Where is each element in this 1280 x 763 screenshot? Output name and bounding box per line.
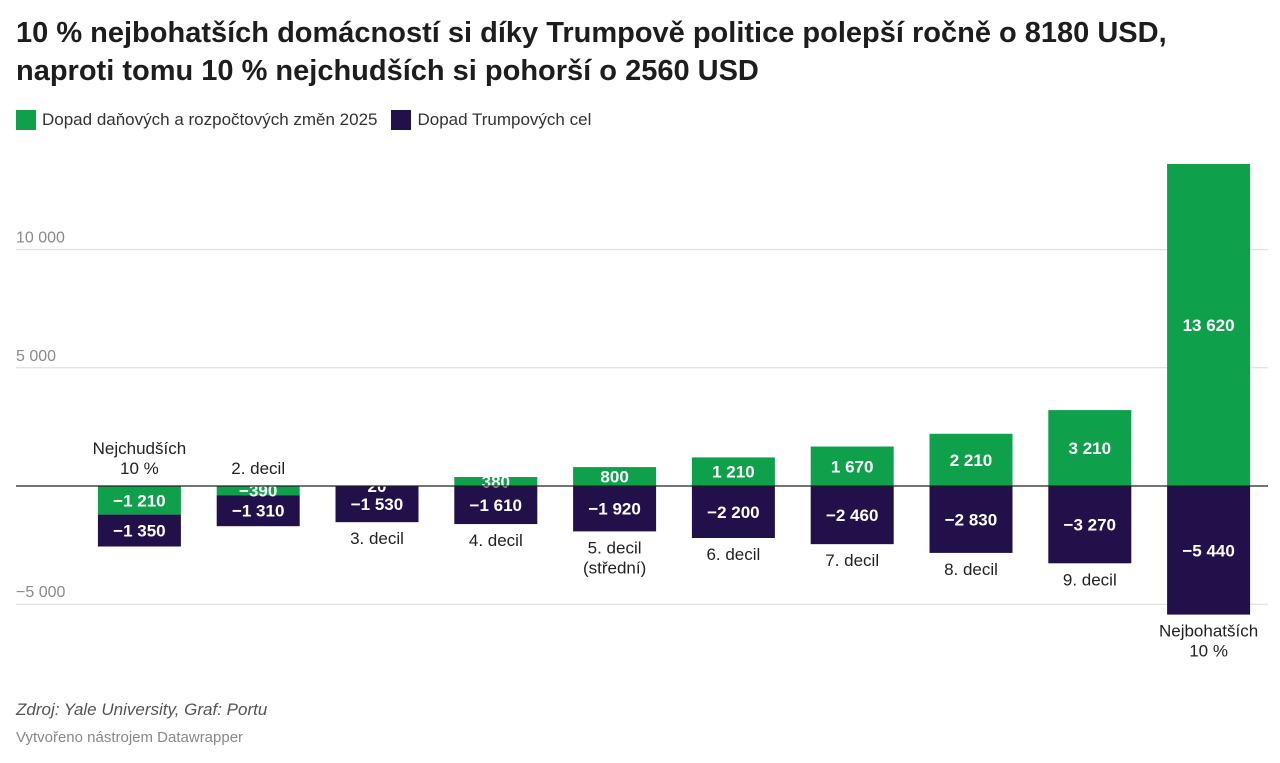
- legend-swatch-tax: [16, 110, 36, 130]
- bar-tariff-1: [216, 495, 300, 527]
- bar-tariff-5: [691, 486, 775, 539]
- bar-tariff-4: [573, 486, 657, 532]
- bar-tax-1: [216, 486, 300, 496]
- bar-tax-5: [691, 457, 775, 486]
- category-label-6-0: 7. decil: [825, 551, 879, 570]
- y-tick-label-2: −5 000: [16, 584, 65, 601]
- bar-tax-9: [1167, 164, 1251, 486]
- credit-note: Vytvořeno nástrojem Datawrapper: [16, 729, 244, 746]
- bar-tax-8: [1048, 410, 1132, 486]
- category-label-4-1: (střední): [583, 558, 646, 577]
- legend-item-tax: Dopad daňových a rozpočtových změn 2025: [16, 110, 377, 130]
- value-label-tax-9: 13 620: [1183, 316, 1235, 335]
- value-label-tariff-1: −1 310: [232, 502, 284, 521]
- bar-tariff-8: [1048, 486, 1132, 564]
- y-tick-label-1: 5 000: [16, 348, 56, 365]
- category-label-5-0: 6. decil: [706, 545, 760, 564]
- bar-tariff-9: [1167, 486, 1251, 615]
- category-label-9-1: 10 %: [1189, 642, 1228, 661]
- category-label-0-0: Nejchudších: [93, 439, 187, 458]
- value-label-tax-3: 380: [482, 473, 510, 492]
- bar-tariff-2: [335, 486, 419, 523]
- value-label-tax-8: 3 210: [1069, 439, 1112, 458]
- category-label-1-0: 2. decil: [231, 459, 285, 478]
- category-label-8-0: 9. decil: [1063, 570, 1117, 589]
- legend-label-tax: Dopad daňových a rozpočtových změn 2025: [42, 110, 378, 129]
- value-label-tariff-2: −1 530: [351, 495, 403, 514]
- value-label-tariff-4: −1 920: [588, 500, 640, 519]
- legend-item-tariffs: Dopad Trumpových cel: [391, 110, 591, 130]
- chart-title: 10 % nejbohatších domácností si díky Tru…: [16, 17, 1167, 87]
- bar-tariff-6: [810, 486, 894, 545]
- value-label-tariff-9: −5 440: [1182, 541, 1234, 560]
- value-label-tax-7: 2 210: [950, 451, 993, 470]
- category-label-4-0: 5. decil: [588, 538, 642, 557]
- value-label-tax-6: 1 670: [831, 457, 874, 476]
- value-label-tax-0: −1 210: [113, 491, 165, 510]
- bar-tax-3: [454, 477, 538, 486]
- category-label-0-1: 10 %: [120, 459, 159, 478]
- value-label-tariff-5: −2 200: [707, 503, 759, 522]
- legend-label-tariffs: Dopad Trumpových cel: [417, 110, 592, 129]
- bar-tax-0: [97, 486, 181, 515]
- legend-swatch-tariffs: [391, 110, 412, 130]
- value-label-tariff-7: −2 830: [945, 510, 997, 529]
- bar-tax-4: [573, 467, 657, 486]
- value-label-tax-4: 800: [600, 468, 628, 487]
- y-tick-label-0: 10 000: [16, 230, 65, 247]
- value-label-tax-1: −390: [239, 482, 277, 501]
- category-label-2-0: 3. decil: [350, 529, 404, 548]
- value-label-tariff-6: −2 460: [826, 506, 878, 525]
- bar-tariff-7: [929, 486, 1013, 553]
- value-label-tariff-8: −3 270: [1064, 516, 1116, 535]
- category-label-7-0: 8. decil: [944, 560, 998, 579]
- bar-tax-6: [810, 446, 894, 486]
- bar-tax-7: [929, 433, 1013, 486]
- legend: Dopad daňových a rozpočtových změn 2025 …: [16, 110, 605, 130]
- source-note: Zdroj: Yale University, Graf: Portu: [16, 700, 268, 719]
- category-label-3-0: 4. decil: [469, 531, 523, 550]
- category-label-9-0: Nejbohatších: [1159, 622, 1258, 641]
- bar-tariff-3: [454, 486, 538, 525]
- value-label-tariff-3: −1 610: [470, 496, 522, 515]
- value-label-tariff-0: −1 350: [113, 522, 165, 541]
- value-label-tax-5: 1 210: [712, 463, 755, 482]
- bar-tariff-0: [97, 514, 181, 547]
